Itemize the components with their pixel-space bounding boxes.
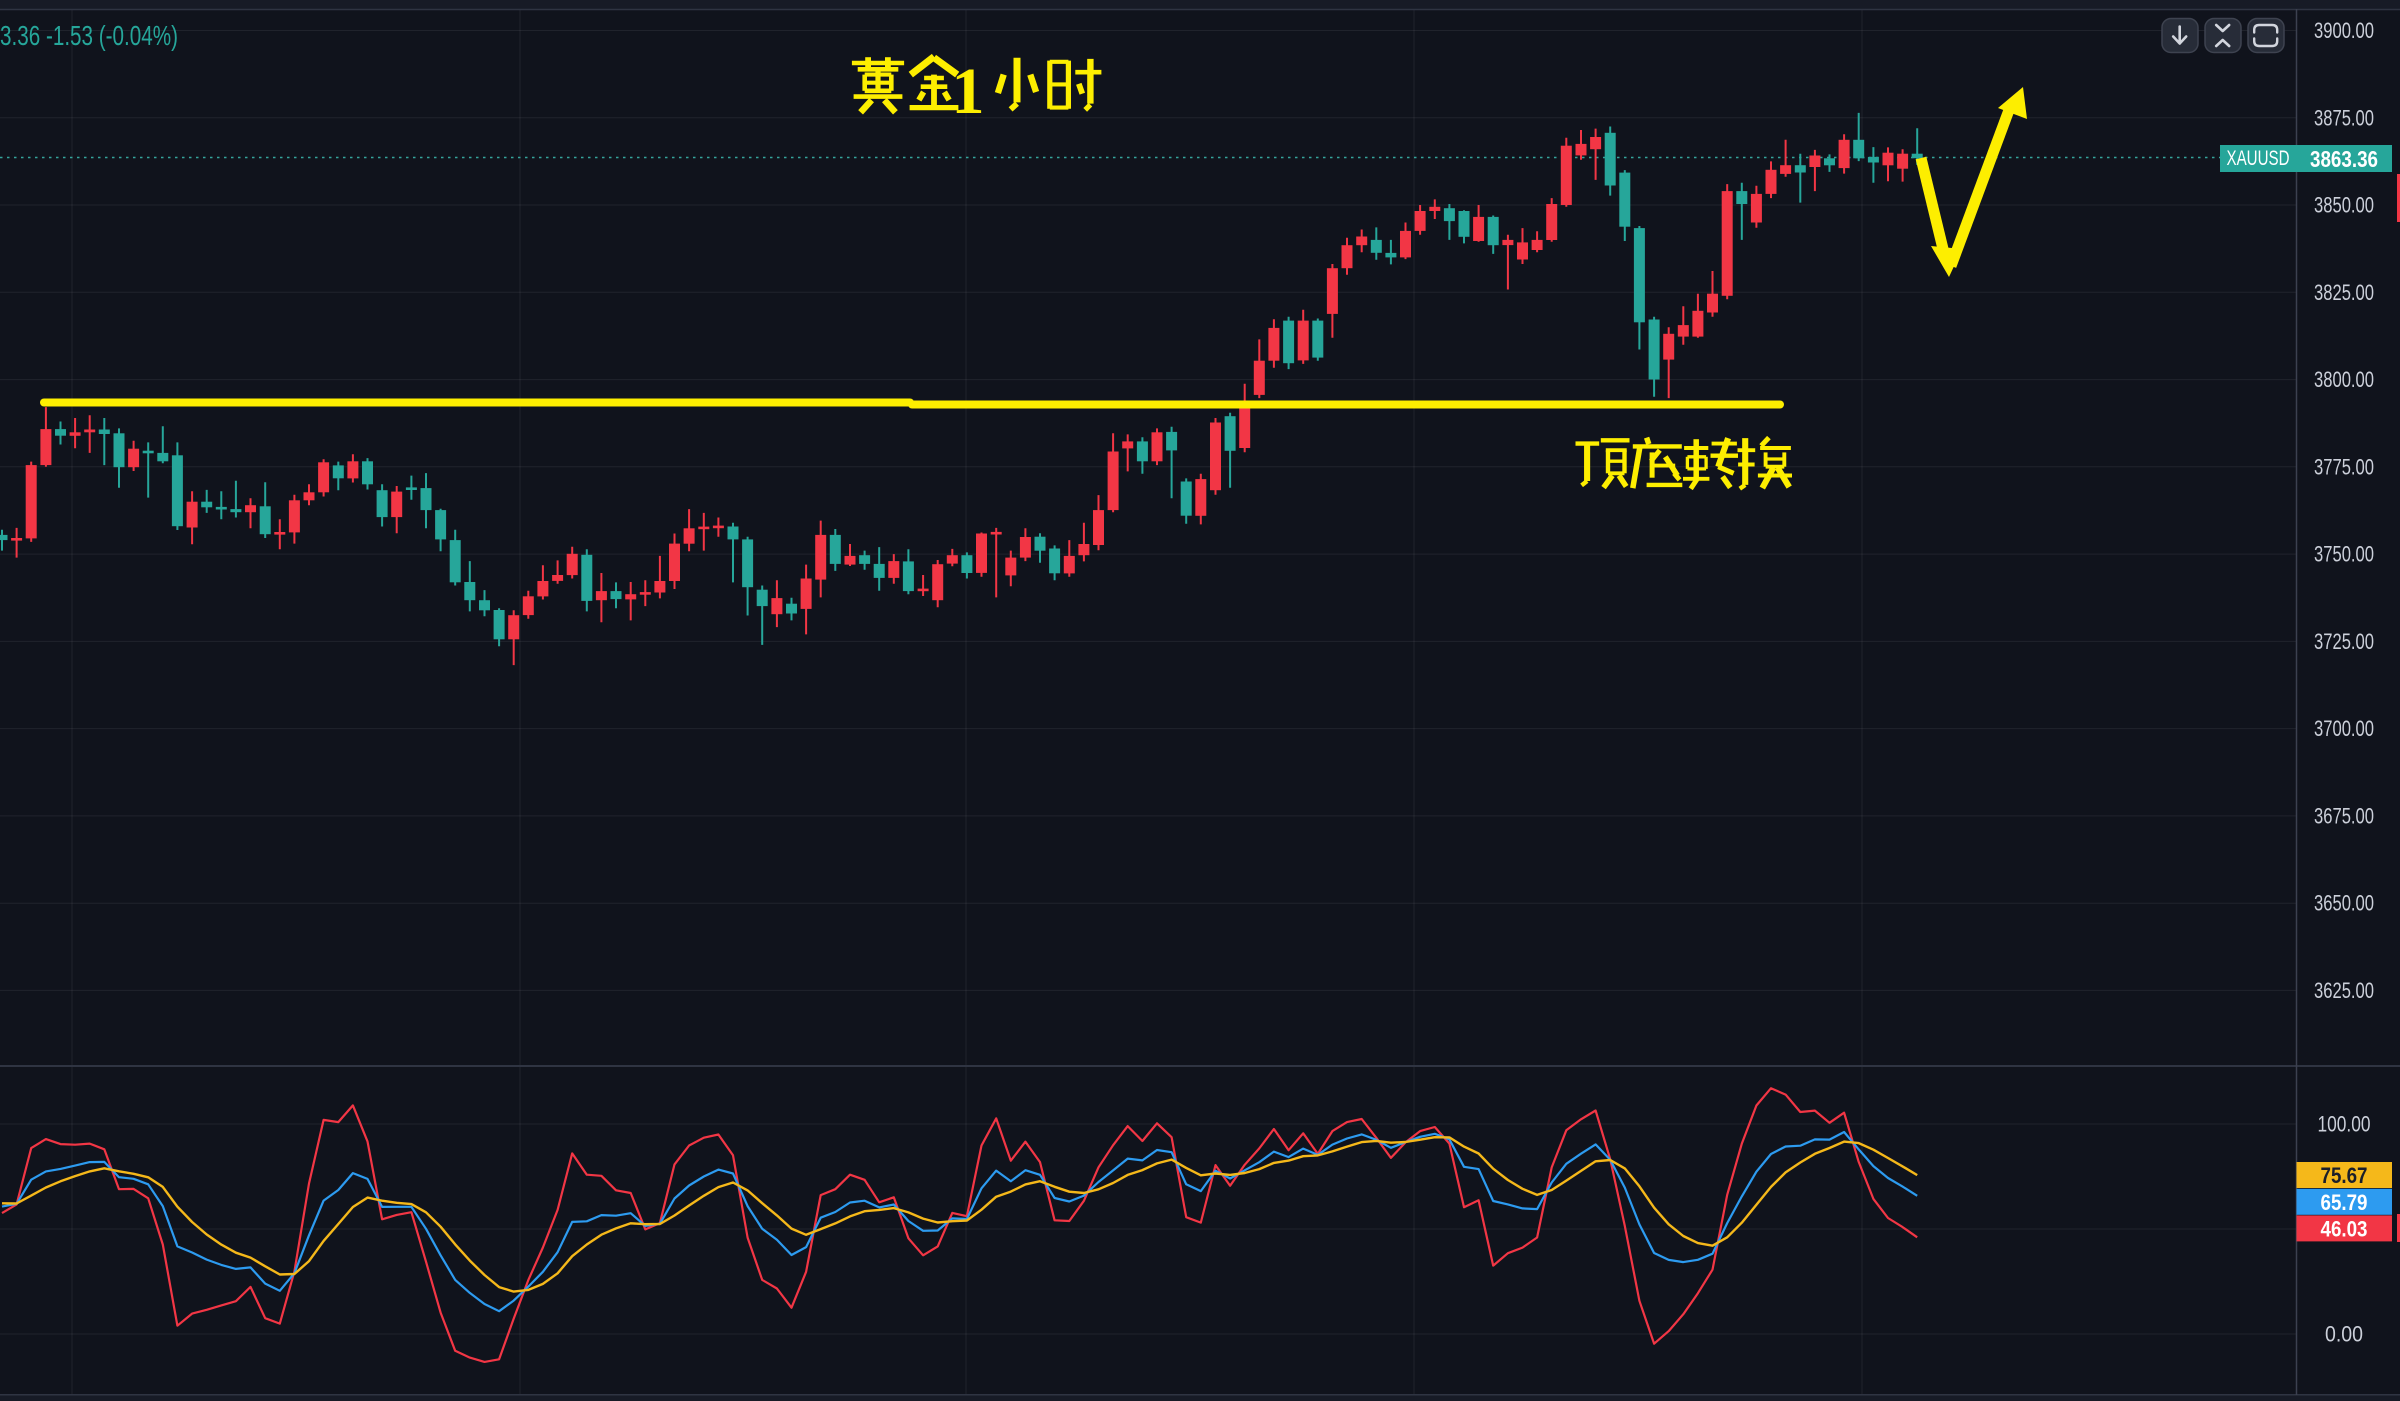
svg-text:3675.00: 3675.00 — [2314, 803, 2374, 828]
svg-text:3863.36: 3863.36 — [2310, 146, 2378, 172]
svg-text:1: 1 — [952, 55, 985, 128]
svg-text:3775.00: 3775.00 — [2314, 454, 2374, 479]
svg-text:3825.00: 3825.00 — [2314, 280, 2374, 305]
svg-text:3725.00: 3725.00 — [2314, 629, 2374, 654]
svg-text:3900.00: 3900.00 — [2314, 18, 2374, 43]
svg-text:46.03: 46.03 — [2321, 1216, 2368, 1241]
svg-text:3800.00: 3800.00 — [2314, 367, 2374, 392]
svg-text:0.00: 0.00 — [2325, 1322, 2363, 1347]
svg-text:3850.00: 3850.00 — [2314, 193, 2374, 218]
svg-text:3750.00: 3750.00 — [2314, 542, 2374, 567]
svg-text:XAUUSD: XAUUSD — [2227, 147, 2290, 170]
svg-text:3875.00: 3875.00 — [2314, 105, 2374, 130]
svg-text:3650.00: 3650.00 — [2314, 891, 2374, 916]
svg-text:3625.00: 3625.00 — [2314, 978, 2374, 1003]
svg-text:3.36 -1.53 (-0.04%): 3.36 -1.53 (-0.04%) — [0, 20, 178, 51]
svg-text:65.79: 65.79 — [2321, 1190, 2368, 1215]
svg-text:3700.00: 3700.00 — [2314, 716, 2374, 741]
svg-text:75.67: 75.67 — [2321, 1163, 2368, 1188]
svg-text:100.00: 100.00 — [2318, 1112, 2371, 1137]
